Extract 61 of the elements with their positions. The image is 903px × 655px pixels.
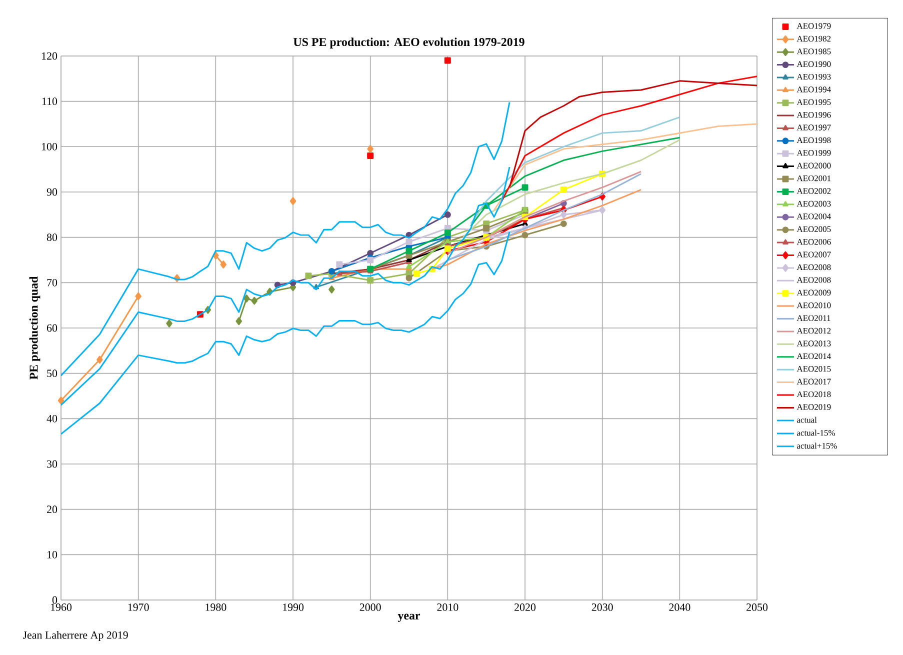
legend-label: AEO1982 [796, 36, 831, 42]
y-tick-label: 40 [46, 414, 58, 422]
y-tick-label: 90 [46, 188, 58, 196]
legend-label: AEO2003 [796, 200, 831, 207]
x-tick-label: 1970 [128, 604, 149, 611]
legend-label: AEO2013 [796, 340, 831, 346]
x-tick-label: 2030 [592, 604, 613, 611]
legend-label: AEO2006 [796, 238, 831, 245]
x-tick-label: 1960 [51, 604, 72, 611]
y-tick-label: 20 [47, 506, 58, 514]
y-tick-label: 50 [47, 370, 58, 378]
legend-label: AEO2014 [796, 353, 831, 360]
y-axis-title: PE production quad [29, 276, 40, 380]
legend-label: AEO2015 [796, 366, 831, 372]
legend-label: AEO2018 [796, 391, 831, 398]
legend-label: AEO1985 [796, 48, 831, 54]
y-tick-label: 60 [46, 324, 58, 332]
x-tick-label: 2000 [360, 604, 381, 611]
y-tick-label: 120 [42, 52, 58, 60]
y-tick-label: 70 [47, 278, 58, 286]
legend-label: AEO2008 [796, 277, 831, 283]
legend-label: AEO1999 [796, 150, 831, 156]
legend-label: AEO1979 [796, 23, 831, 29]
legend-label: actual [797, 416, 817, 423]
legend-label: AEO2008 [796, 264, 831, 270]
legend-label: AEO2001 [796, 175, 831, 182]
legend-label: AEO2019 [796, 404, 831, 410]
legend-label: AEO1996 [796, 112, 831, 118]
legend-label: AEO2009 [796, 290, 831, 296]
x-axis-title: year [398, 614, 420, 622]
text: Jean Laherrere Ap 2019 [22, 631, 128, 641]
chart-title: US PE production: AEO evolution 1979-2019 [294, 38, 524, 48]
y-tick-label: 30 [47, 460, 58, 468]
x-tick-label: 2020 [514, 604, 536, 611]
x-tick-label: 1980 [206, 604, 226, 611]
legend-label: AEO2010 [796, 302, 831, 308]
legend-label: AEO1990 [796, 61, 831, 67]
legend-label: AEO1995 [796, 99, 831, 105]
legend-label: AEO2000 [796, 162, 831, 168]
legend-label: AEO1997 [796, 124, 831, 130]
legend-label: AEO2007 [796, 252, 831, 258]
x-tick-label: 2050 [746, 604, 768, 611]
y-tick-label: 100 [42, 142, 58, 150]
x-tick-label: 1990 [283, 604, 304, 611]
y-tick-label: 80 [46, 234, 58, 242]
legend-label: AEO1994 [796, 86, 831, 92]
legend-label: AEO2004 [796, 214, 831, 220]
x-tick-label: 2040 [669, 604, 690, 611]
legend-label: AEO2011 [796, 315, 830, 321]
legend-label: AEO2012 [796, 328, 831, 334]
legend-label: actual-15% [797, 430, 835, 436]
legend-label: AEO2017 [796, 378, 831, 384]
legend-label: actual+15% [797, 442, 837, 449]
y-tick-label: 10 [47, 550, 58, 558]
legend-label: AEO2002 [796, 188, 831, 194]
legend-label: AEO1998 [796, 137, 831, 144]
legend-label: AEO1993 [796, 74, 831, 80]
y-tick-label: 110 [42, 98, 58, 106]
y-tick-label: 0 [52, 596, 58, 604]
legend-label: AEO2005 [796, 226, 831, 232]
x-tick-label: 2010 [437, 604, 458, 611]
